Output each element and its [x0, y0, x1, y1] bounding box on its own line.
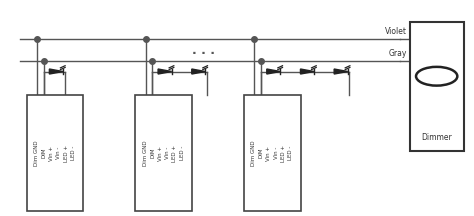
Polygon shape — [267, 69, 281, 74]
Text: Gray: Gray — [389, 49, 407, 58]
Text: Dim GND
DIM
Vin +
Vin -
LED +
LED -: Dim GND DIM Vin + Vin - LED + LED - — [251, 140, 293, 166]
Polygon shape — [158, 69, 172, 74]
Bar — [136, 95, 192, 211]
Polygon shape — [334, 69, 348, 74]
Polygon shape — [49, 69, 63, 74]
Text: Dimmer: Dimmer — [421, 133, 452, 142]
Bar — [27, 95, 83, 211]
Text: . . .: . . . — [192, 44, 215, 57]
Polygon shape — [301, 69, 314, 74]
Bar — [244, 95, 301, 211]
Bar — [410, 22, 464, 151]
Polygon shape — [192, 69, 205, 74]
Circle shape — [416, 67, 457, 86]
Text: Dim GND
DIM
Vin +
Vin -
LED +
LED -: Dim GND DIM Vin + Vin - LED + LED - — [34, 140, 76, 166]
Text: Violet: Violet — [385, 27, 407, 36]
Text: Dim GND
DIM
Vin +
Vin -
LED +
LED -: Dim GND DIM Vin + Vin - LED + LED - — [143, 140, 185, 166]
